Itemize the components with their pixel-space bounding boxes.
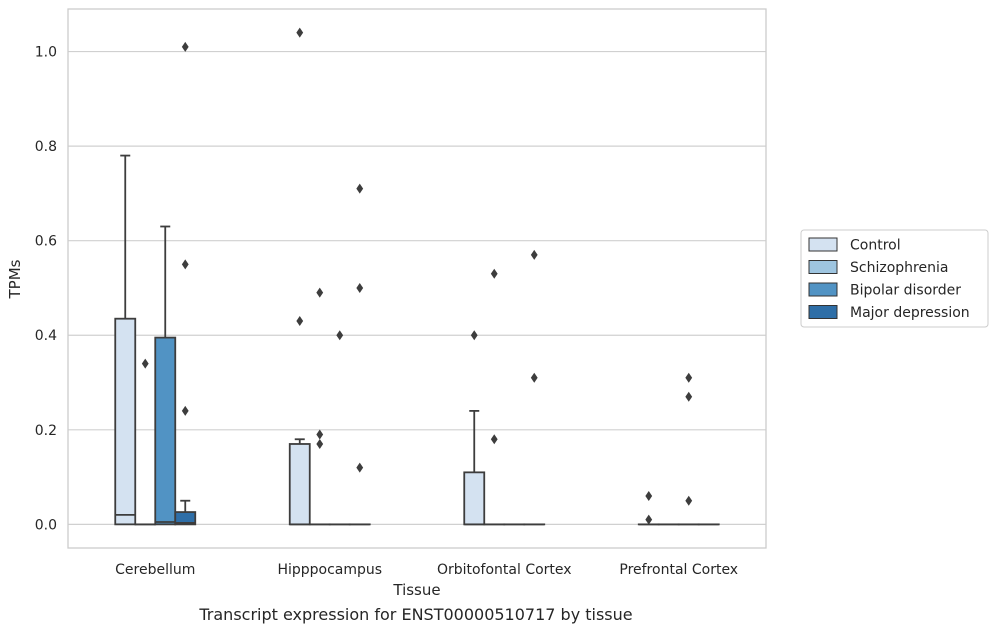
box-group [637,490,660,526]
outlier-point [181,41,189,52]
legend-swatch [808,305,838,319]
box [114,317,137,526]
y-tick-label: 0.0 [35,517,57,533]
x-tick-labels: Cerebellum Hipppocampus Orbitofontal Corte… [115,562,738,578]
box-group [174,41,197,526]
outlier-point [316,287,324,298]
outlier-point [685,495,693,506]
outlier-point [356,462,364,473]
legend-label: Major depression [850,305,970,321]
outlier-point [141,358,149,369]
outlier-point [530,372,538,383]
y-tick-label: 0.4 [35,328,57,344]
x-tick-label: Hipppocampus [277,562,382,578]
box-group [308,287,331,526]
figure-caption: Transcript expression for ENST0000051071… [199,605,633,624]
y-tick-label: 1.0 [35,45,57,61]
x-axis-label: Tissue [392,581,440,599]
outlier-point [685,391,693,402]
legend-swatch [808,282,838,297]
x-tick-label: Orbitofontal Cortex [437,562,572,578]
legend-box [800,229,989,328]
outlier-point [530,249,538,260]
y-tick-label: 0.6 [35,234,57,250]
legend-label: Bipolar disorder [850,283,961,299]
outlier-point [356,183,364,194]
x-tick-label: Cerebellum [115,562,195,578]
legend: Control Schizophrenia Bipolar disorder Majo… [800,229,989,328]
outlier-point [356,282,364,293]
legend-label: Control [850,238,901,254]
plot-marks [114,27,720,526]
box-group [523,249,546,526]
outlier-point [470,330,478,341]
outlier-point [645,514,653,525]
legend-swatch [808,237,838,252]
box-group [677,372,700,526]
legend-label: Schizophrenia [850,260,948,276]
box-group [114,154,137,526]
box-group [483,268,506,526]
y-tick-labels: 0.0 0.2 0.4 0.6 0.8 1.0 [35,45,57,534]
box-group [154,225,177,526]
box-group [348,183,371,526]
outlier-point [296,27,304,38]
outlier-point [181,259,189,270]
plot-frame [67,8,767,549]
outlier-point [316,438,324,449]
outlier-point [490,434,498,445]
box-group [288,27,311,526]
box [154,336,177,526]
y-tick-label: 0.8 [35,139,57,155]
box-group [463,330,486,526]
box [288,443,311,526]
outlier-point [490,268,498,279]
outlier-point [296,316,304,327]
y-tick-label: 0.2 [35,423,57,439]
box [463,471,486,526]
outlier-point [316,429,324,440]
box-group [134,358,157,526]
legend-swatch [808,260,838,274]
outlier-point [336,330,344,341]
box [174,511,197,526]
outlier-point [181,405,189,416]
y-axis-label: TPMs [6,259,24,299]
outlier-point [685,372,693,383]
box-group [328,330,351,526]
x-tick-label: Prefrontal Cortex [619,562,738,578]
outlier-point [645,490,653,501]
